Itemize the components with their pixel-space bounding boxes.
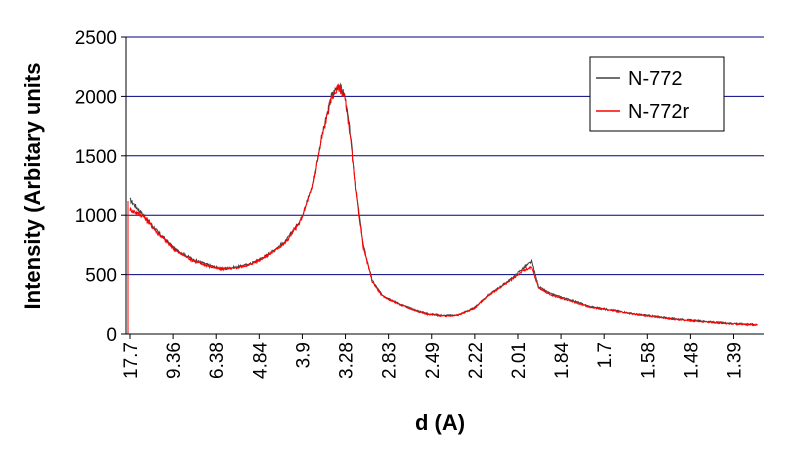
x-tick-label: 1.58 <box>638 342 659 379</box>
x-tick-labels: 17.7 9.36 6.38 4.84 3.9 3.28 2.83 2.49 2.22 2.01 1… <box>121 334 746 379</box>
legend-box <box>589 56 725 132</box>
legend-label-n772: N-772 <box>628 68 682 90</box>
x-tick-label: 1.48 <box>681 342 702 379</box>
x-tick-label: 2.01 <box>509 342 530 379</box>
axes <box>125 37 764 335</box>
x-tick-label: 2.49 <box>423 342 444 379</box>
x-tick-label: 17.7 <box>121 342 142 379</box>
y-tick-label: 1500 <box>75 147 117 168</box>
x-tick-label: 9.36 <box>164 342 185 379</box>
x-tick-label: 1.39 <box>725 342 746 379</box>
series-line-n-772r <box>129 83 758 327</box>
x-tick-label: 6.38 <box>207 342 228 379</box>
x-axis-title: d (A) <box>415 410 465 435</box>
x-tick-label: 4.84 <box>250 342 271 379</box>
series-group <box>127 82 758 334</box>
x-tick-label: 3.28 <box>337 342 358 379</box>
y-tick-labels: 0 500 1000 1500 2000 2500 <box>75 28 126 346</box>
legend: N-772 N-772r <box>589 56 725 132</box>
y-tick-label: 2000 <box>75 87 117 108</box>
x-tick-label: 1.84 <box>552 342 573 379</box>
legend-label-n772r: N-772r <box>628 101 689 123</box>
y-tick-label: 2500 <box>75 28 117 49</box>
y-tick-label: 0 <box>106 325 117 346</box>
x-tick-label: 2.22 <box>466 342 487 379</box>
x-tick-label: 2.83 <box>380 342 401 379</box>
x-tick-label: 3.9 <box>293 342 314 368</box>
y-tick-label: 1000 <box>75 206 117 227</box>
y-axis-title: Intensity (Arbitary units <box>20 63 45 310</box>
y-tick-label: 500 <box>85 266 117 287</box>
x-tick-label: 1.7 <box>595 342 616 368</box>
